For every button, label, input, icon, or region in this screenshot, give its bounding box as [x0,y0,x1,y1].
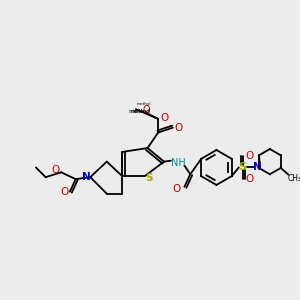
Text: O: O [60,187,68,197]
Text: O: O [245,151,253,161]
Text: N: N [82,172,91,182]
Text: O: O [51,165,59,176]
Text: O: O [245,174,253,184]
Text: methyl: methyl [136,102,151,106]
Text: S: S [238,163,247,172]
Text: O: O [143,105,150,115]
Text: methyl: methyl [130,109,149,114]
Text: N: N [253,163,262,172]
Text: S: S [146,173,153,183]
Text: O: O [160,113,168,123]
Text: methyl: methyl [129,109,151,114]
Text: O: O [175,123,183,133]
Text: CH₃: CH₃ [287,174,300,183]
Text: NH: NH [171,158,186,168]
Text: O: O [172,184,181,194]
